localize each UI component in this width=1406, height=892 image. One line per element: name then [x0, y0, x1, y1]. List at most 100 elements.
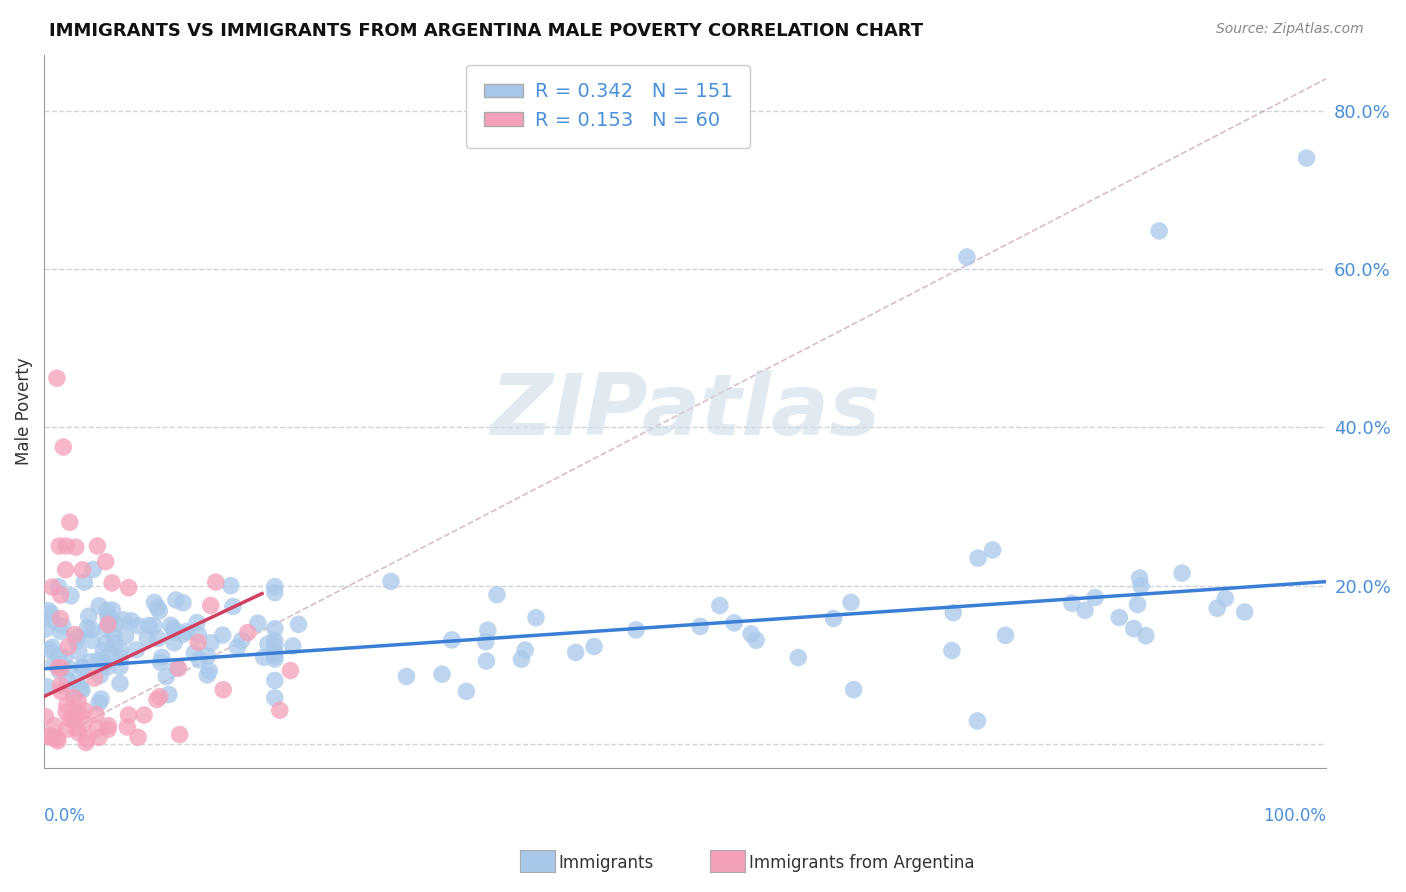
Point: [257, 637, 280, 651]
Point: [67, 725, 90, 739]
Point: [87, 599, 110, 613]
Point: [41, 580, 63, 594]
Point: [148, 604, 170, 618]
Point: [253, 650, 276, 665]
Point: [186, 615, 208, 630]
Point: [515, 643, 537, 657]
Point: [97, 718, 120, 732]
Text: 100.0%: 100.0%: [1263, 807, 1326, 825]
Point: [477, 624, 499, 638]
Point: [59, 589, 82, 603]
Point: [66, 676, 89, 690]
Point: [1074, 603, 1097, 617]
Point: [146, 692, 169, 706]
Point: [53, 650, 76, 665]
Point: [430, 667, 453, 681]
Point: [440, 632, 463, 647]
Point: [87, 696, 110, 710]
Point: [112, 613, 135, 627]
Point: [52, 619, 75, 633]
Point: [70, 683, 93, 698]
Point: [956, 250, 979, 264]
Point: [172, 596, 194, 610]
Point: [104, 616, 127, 631]
Point: [39, 730, 62, 744]
Point: [941, 643, 963, 657]
Point: [709, 599, 731, 613]
Point: [72, 661, 94, 675]
Point: [73, 575, 96, 590]
Point: [150, 650, 173, 665]
Point: [118, 581, 141, 595]
Point: [197, 649, 219, 664]
Text: IMMIGRANTS VS IMMIGRANTS FROM ARGENTINA MALE POVERTY CORRELATION CHART: IMMIGRANTS VS IMMIGRANTS FROM ARGENTINA …: [49, 22, 924, 40]
Point: [58, 661, 80, 675]
Point: [94, 656, 117, 670]
Point: [55, 539, 77, 553]
Point: [87, 731, 110, 745]
Point: [100, 648, 122, 662]
Point: [157, 688, 180, 702]
Text: Immigrants: Immigrants: [558, 854, 654, 871]
Point: [842, 682, 865, 697]
Point: [167, 661, 190, 675]
Point: [263, 652, 285, 666]
Point: [46, 731, 69, 745]
Point: [219, 579, 242, 593]
Point: [49, 684, 72, 698]
Point: [97, 610, 120, 624]
Point: [58, 640, 80, 654]
Point: [39, 607, 62, 621]
Point: [48, 664, 70, 678]
Point: [169, 728, 191, 742]
Point: [485, 588, 508, 602]
Point: [236, 625, 259, 640]
Point: [222, 599, 245, 614]
Point: [46, 733, 69, 747]
Point: [138, 618, 160, 632]
Point: [108, 659, 131, 673]
Point: [67, 645, 90, 659]
Point: [59, 515, 82, 529]
Point: [60, 710, 83, 724]
Text: 0.0%: 0.0%: [44, 807, 86, 825]
Point: [281, 639, 304, 653]
Point: [69, 681, 91, 696]
Point: [1129, 571, 1152, 585]
Point: [689, 619, 711, 633]
Point: [55, 563, 77, 577]
Point: [212, 682, 235, 697]
Point: [149, 656, 172, 670]
Text: Source: ZipAtlas.com: Source: ZipAtlas.com: [1216, 22, 1364, 37]
Point: [942, 606, 965, 620]
Point: [108, 643, 131, 657]
Point: [65, 540, 87, 554]
Point: [127, 731, 149, 745]
Point: [41, 613, 63, 627]
Point: [395, 669, 418, 683]
Point: [187, 628, 209, 642]
Point: [35, 680, 58, 694]
Point: [76, 732, 98, 747]
Point: [172, 627, 194, 641]
Point: [49, 588, 72, 602]
Point: [200, 636, 222, 650]
Point: [163, 625, 186, 640]
Point: [70, 660, 93, 674]
Point: [269, 703, 291, 717]
Point: [1084, 591, 1107, 605]
Point: [38, 642, 60, 657]
Point: [564, 645, 586, 659]
Point: [188, 653, 211, 667]
Point: [49, 624, 72, 639]
Point: [96, 603, 118, 617]
Point: [86, 539, 108, 553]
Point: [46, 660, 69, 674]
Point: [1108, 610, 1130, 624]
Point: [263, 633, 285, 648]
Point: [263, 585, 285, 599]
Point: [981, 543, 1004, 558]
Point: [287, 617, 309, 632]
Point: [49, 611, 72, 625]
Point: [67, 694, 90, 708]
